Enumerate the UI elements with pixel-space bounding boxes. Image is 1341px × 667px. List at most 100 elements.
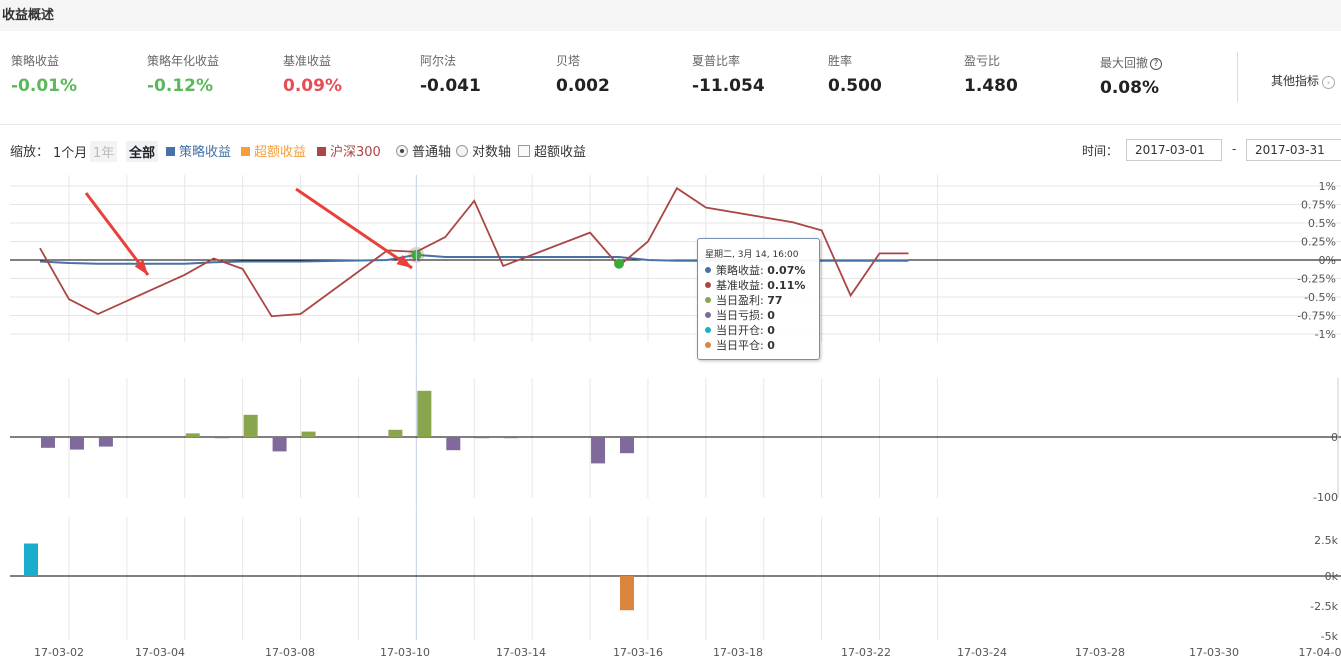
open-bar [24, 543, 38, 576]
normal-axis-radio[interactable]: 普通轴 [396, 141, 451, 160]
metric-3: 阿尔法 -0.041 [420, 52, 481, 96]
radio-unchecked-icon [456, 145, 468, 157]
tooltip-row: 策略收益: 0.07% [705, 263, 819, 278]
loss-bar [98, 437, 113, 447]
section-title: 收益概述 [2, 8, 55, 23]
benchmark-line [39, 186, 909, 318]
zoom-label: 缩放： [10, 145, 50, 160]
other-metrics-label: 其他指标 [1271, 74, 1320, 88]
legend-strategy-label: 策略收益 [179, 145, 232, 160]
x-tick-label: 17-03-04 [135, 646, 185, 659]
tooltip-header: 星期二, 3月 14, 16:00 [705, 250, 799, 260]
metric-value: 0.002 [556, 76, 610, 96]
metric-value: -0.12% [147, 76, 214, 96]
tooltip-label: 当日开仓: [716, 324, 768, 337]
metric-4: 贝塔 0.002 [556, 52, 610, 96]
normal-axis-label: 普通轴 [412, 145, 452, 160]
tooltip-row: 基准收益: 0.11% [705, 278, 819, 293]
metric-value: -0.041 [420, 76, 481, 96]
profit-bar [243, 414, 258, 437]
arrow-head-icon [134, 259, 148, 275]
tooltip-label: 当日平仓: [716, 339, 768, 352]
series-dot-icon [705, 297, 711, 303]
tooltip-row: 当日亏损: 0 [705, 308, 819, 323]
loss-bar [272, 437, 287, 452]
date-to-input[interactable]: 2017-03-31 [1246, 139, 1341, 161]
metric-0: 策略收益 -0.01% [11, 52, 77, 96]
y-tick-label: 0.75% [1301, 199, 1336, 212]
profit-bar [388, 429, 403, 437]
profit-bar [301, 431, 316, 437]
tooltip-label: 基准收益: [716, 279, 768, 292]
tooltip-value: 0 [767, 309, 775, 322]
loss-bar [475, 437, 490, 439]
x-tick-label: 17-03-28 [1075, 646, 1125, 659]
chevron-right-icon: › [1322, 76, 1336, 89]
y-tick-label: -0.25% [1297, 273, 1336, 286]
legend-strategy[interactable]: 策略收益 [166, 141, 231, 160]
x-tick-label: 17-03-30 [1189, 646, 1239, 659]
tooltip-label: 策略收益: [716, 264, 768, 277]
metric-8: 最大回撤? 0.08% [1100, 52, 1163, 98]
metric-label: 基准收益 [283, 54, 332, 68]
y-tick-label: 2.5k [1314, 534, 1338, 547]
help-icon[interactable]: ? [1150, 58, 1163, 70]
metric-label: 策略收益 [11, 54, 60, 68]
legend-square-icon [317, 147, 326, 156]
zoom-all-button[interactable]: 全部 [126, 141, 159, 162]
loss-bar [69, 437, 84, 450]
time-label: 时间： [1082, 144, 1119, 158]
y-tick-label: -1% [1315, 328, 1336, 341]
series-dot-icon [705, 312, 711, 318]
date-from-input[interactable]: 2017-03-01 [1126, 139, 1222, 161]
metric-7: 盈亏比 1.480 [964, 52, 1018, 96]
loss-bar [591, 437, 606, 464]
tooltip-value: 0.07% [767, 264, 806, 277]
metric-label: 胜率 [828, 54, 853, 68]
y-tick-label: -0.75% [1297, 310, 1336, 323]
legend-excess[interactable]: 超额收益 [241, 141, 306, 160]
x-tick-label: 17-03-24 [957, 646, 1007, 659]
annotation-arrow [84, 192, 150, 276]
y-tick-label: 0 [1331, 431, 1338, 444]
zoom-1-month-button[interactable]: 1个月 [53, 146, 88, 161]
legend-benchmark-label: 沪深300 [330, 145, 381, 160]
tooltip-row: 当日盈利: 77 [705, 293, 819, 308]
other-metrics-button[interactable]: 其他指标 › [1271, 72, 1336, 89]
metric-value: -11.054 [692, 76, 765, 96]
metric-label: 盈亏比 [964, 54, 1001, 68]
excess-return-checkbox[interactable]: 超额收益 [518, 141, 586, 160]
metrics-divider [1237, 52, 1238, 102]
chart-tooltip: 星期二, 3月 14, 16:00 策略收益: 0.07% 基准收益: 0.11%… [697, 238, 820, 360]
legend-benchmark[interactable]: 沪深300 [317, 141, 381, 160]
series-dot-icon [705, 342, 711, 348]
x-tick-label: 17-03-14 [496, 646, 546, 659]
x-tick-label: 17-03-02 [34, 646, 84, 659]
y-tick-label: 0.5% [1308, 217, 1336, 230]
metric-5: 夏普比率 -11.054 [692, 52, 765, 96]
log-axis-radio[interactable]: 对数轴 [456, 141, 511, 160]
metrics-bar: 策略收益 -0.01% 策略年化收益 -0.12% 基准收益 0.09% 阿尔法 -0.041… [0, 31, 1341, 125]
metric-value: 0.500 [828, 76, 882, 96]
y-tick-label: 1% [1319, 180, 1336, 193]
metric-label: 最大回撤 [1100, 56, 1149, 70]
legend-square-icon [241, 147, 250, 156]
log-axis-label: 对数轴 [472, 145, 512, 160]
x-tick-label: 17-03-18 [713, 646, 763, 659]
zoom-1-year-button[interactable]: 1年 [90, 141, 118, 162]
x-tick-label: 17-03-08 [265, 646, 315, 659]
profit-bar [417, 390, 432, 437]
x-tick-label: 17-03-22 [841, 646, 891, 659]
metric-value: 0.08% [1100, 78, 1159, 98]
excess-checkbox-label: 超额收益 [534, 145, 587, 160]
y-tick-label: 0k [1325, 570, 1339, 583]
tooltip-label: 当日盈利: [716, 294, 768, 307]
loss-bar [620, 437, 634, 454]
date-separator: - [1232, 142, 1237, 156]
x-tick-label: 17-03-16 [613, 646, 663, 659]
close-bar [620, 576, 634, 611]
section-header: 收益概述 [0, 0, 1341, 31]
profit-bar [185, 433, 200, 437]
tooltip-row: 当日开仓: 0 [705, 323, 819, 338]
